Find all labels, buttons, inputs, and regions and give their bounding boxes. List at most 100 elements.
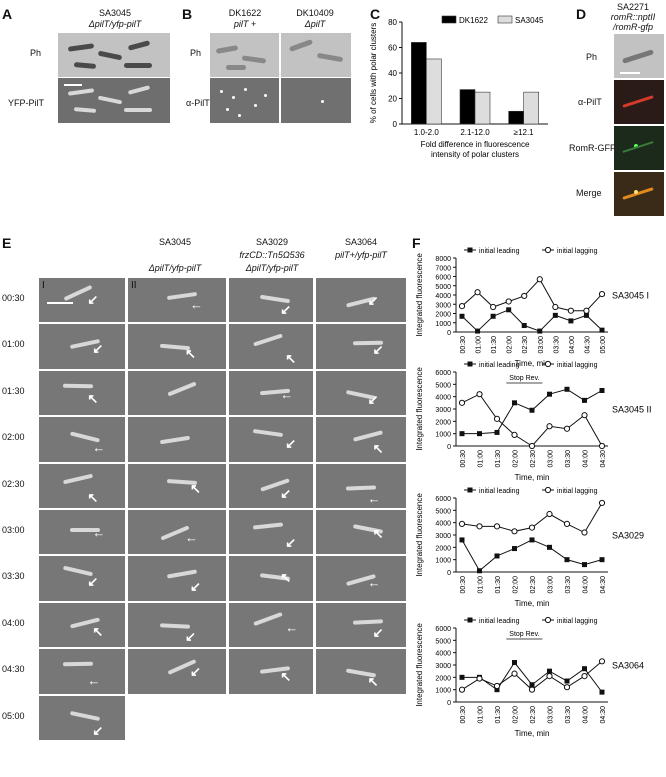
y-tick-label: 6000 (435, 496, 451, 503)
panel-b-row-antibody: α-PilT (186, 98, 210, 108)
panel-label-e: E (2, 235, 12, 251)
timelapse-frame: ↙ (315, 369, 407, 417)
direction-arrow-icon: ↙ (280, 302, 292, 317)
y-tick-label: 0 (447, 330, 451, 337)
panel-d-row-gfp: RomR-GFP (569, 143, 616, 153)
bacterial-cell (253, 333, 283, 347)
legend-label: initial lagging (557, 248, 598, 255)
x-axis-label: Time, min (515, 729, 550, 738)
point-leading (564, 386, 570, 392)
point-lagging (458, 399, 466, 406)
timelapse-frame: ↙ (127, 555, 227, 602)
timelapse-frame: ↙ (315, 323, 407, 370)
point-leading (582, 666, 587, 672)
x-tick-label: 01:30 (495, 450, 502, 468)
x-tick-label: 00:30 (460, 576, 467, 594)
bar-sa3045 (523, 91, 539, 125)
x-tick-label: 03:30 (553, 336, 560, 354)
bar-dk1622 (459, 89, 476, 125)
y-tick-label: 6000 (435, 370, 451, 377)
panel-label-c: C (370, 6, 381, 22)
x-tick-label: 01:00 (478, 576, 485, 594)
x-tick-label: 03:30 (565, 450, 572, 468)
panel-d-phase (614, 34, 664, 78)
direction-arrow-icon: ↖ (372, 441, 384, 457)
series-line (461, 393, 603, 447)
panel-b-row-ph: Ph (190, 48, 202, 58)
direction-arrow-icon: ↖ (92, 623, 104, 639)
timelapse-frame: ↖ (38, 369, 126, 417)
bacterial-cell (167, 381, 197, 397)
legend-label: initial lagging (557, 488, 598, 495)
y-tick-label: 40 (388, 69, 397, 78)
point-lagging (490, 303, 497, 311)
direction-arrow-icon: ↙ (367, 293, 379, 308)
y-tick-label: 5000 (435, 382, 451, 389)
panel-label-b: B (182, 6, 193, 22)
timelapse-frame (127, 369, 227, 417)
point-lagging (581, 673, 588, 680)
bar-sa3045 (426, 58, 442, 125)
panel-a-row-yfp: YFP-PilT (8, 98, 44, 108)
point-lagging (493, 415, 501, 422)
point-leading (599, 327, 605, 333)
x-tick-label: 01:00 (478, 450, 485, 468)
series-line (461, 309, 603, 332)
bacterial-cell (253, 611, 283, 626)
legend-marker (467, 247, 473, 253)
panel-b-antibody-mutant (281, 78, 351, 123)
point-leading (547, 668, 552, 674)
bacterial-cell (62, 473, 93, 484)
panel-e-col3-geno1: frzCD::Tn5Ω536 (239, 250, 305, 260)
legend-marker (544, 360, 552, 368)
bacterial-cell (69, 528, 100, 532)
panel-d-merge (614, 172, 664, 216)
x-tick-label: 01:30 (495, 706, 502, 724)
direction-arrow-icon: ↙ (92, 722, 104, 738)
panel-d-geno1: romR::nptII (610, 12, 656, 22)
x-tick-label: 02:30 (530, 450, 537, 468)
bacterial-cell (353, 619, 384, 625)
panel-a-row-ph: Ph (30, 48, 42, 58)
point-leading (459, 674, 465, 680)
point-lagging (493, 682, 501, 690)
cell-id-label: I (42, 280, 45, 291)
point-leading (477, 431, 482, 437)
point-leading (459, 431, 465, 437)
y-tick-label: 80 (388, 18, 397, 27)
timelapse-frame: ↙ (315, 601, 407, 649)
timelapse-frame: ← (38, 509, 126, 556)
strain-label: SA3045 I (612, 291, 649, 301)
point-lagging (546, 423, 553, 430)
panel-e-col4-genotype: pilT+/yfp-pilT (335, 250, 387, 260)
y-axis-label: Integrated fluorescence (415, 623, 424, 707)
strain-label: SA3064 (612, 661, 644, 671)
timepoint-label: 01:30 (2, 385, 25, 396)
y-tick-label: 2000 (435, 312, 451, 319)
timepoint-label: 02:30 (2, 478, 25, 489)
y-tick-label: 7000 (435, 265, 451, 272)
point-lagging (528, 686, 536, 693)
timelapse-frame: ↙ (228, 462, 314, 509)
direction-arrow-icon: ↙ (367, 391, 379, 407)
cell-id-label: II (131, 280, 137, 291)
y-tick-label: 3000 (435, 407, 451, 414)
timepoint-label: 04:30 (2, 664, 25, 675)
point-lagging (598, 658, 606, 665)
direction-arrow-icon: ↙ (87, 574, 99, 590)
panel-d-row-merge: Merge (576, 188, 602, 198)
timelapse-frame: ↙ (38, 555, 126, 602)
point-leading (477, 568, 482, 574)
direction-arrow-icon: ↖ (367, 674, 379, 690)
legend-marker (544, 246, 552, 254)
timelapse-frame: ↙ (38, 323, 126, 370)
direction-arrow-icon: ← (190, 297, 203, 312)
timelapse-frame: ↖ (228, 648, 314, 695)
x-axis-label: Fold difference in fluorescence (421, 140, 530, 149)
line-chart-4: 0 1000 2000 3000 4000 5000 6000 00:30 01:00 01:30… (415, 616, 644, 738)
direction-arrow-icon: ↙ (185, 628, 196, 644)
y-tick-label: 4000 (435, 651, 451, 658)
y-axis-label: % of cells with polar clusters (369, 23, 378, 123)
x-tick-label: 03:00 (548, 576, 555, 594)
point-leading (506, 307, 512, 313)
